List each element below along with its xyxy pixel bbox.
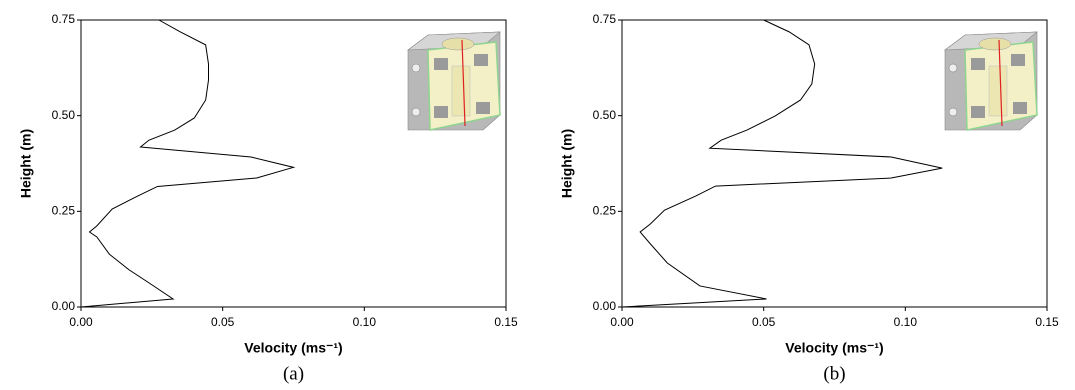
- y-tick-label: 0.00: [593, 299, 617, 313]
- data-line: [622, 20, 942, 307]
- inset-image: [945, 32, 1037, 130]
- y-tick-label: 0.00: [52, 299, 76, 313]
- x-tick-label: 0.05: [752, 315, 776, 329]
- x-tick-label: 0.05: [211, 315, 235, 329]
- y-axis-title: Height (m): [18, 129, 34, 198]
- y-tick-label: 0.75: [593, 12, 617, 26]
- y-tick-label: 0.50: [593, 108, 617, 122]
- x-tick-label: 0.10: [894, 315, 918, 329]
- x-tick-label: 0.15: [494, 315, 518, 329]
- figure: 0.00 0.25 0.50 0.75 0.00 0.05 0.10 0.15 Velocity…: [0, 0, 1075, 390]
- x-tick-label: 0.00: [69, 315, 93, 329]
- x-tick-label: 0.10: [353, 315, 377, 329]
- y-tick-label: 0.25: [593, 204, 617, 218]
- y-tick-label: 0.25: [52, 204, 76, 218]
- caption: (a): [283, 363, 304, 384]
- data-line: [81, 20, 294, 307]
- x-tick-label: 0.00: [610, 315, 634, 329]
- x-tick-label: 0.15: [1035, 315, 1059, 329]
- y-tick-label: 0.50: [52, 108, 76, 122]
- x-axis-title: Velocity (ms⁻¹): [244, 340, 342, 356]
- x-axis-title: Velocity (ms⁻¹): [785, 340, 883, 356]
- y-tick-label: 0.75: [52, 12, 76, 26]
- caption: (b): [823, 363, 845, 384]
- y-axis-title: Height (m): [559, 129, 575, 198]
- inset-image: [408, 32, 500, 130]
